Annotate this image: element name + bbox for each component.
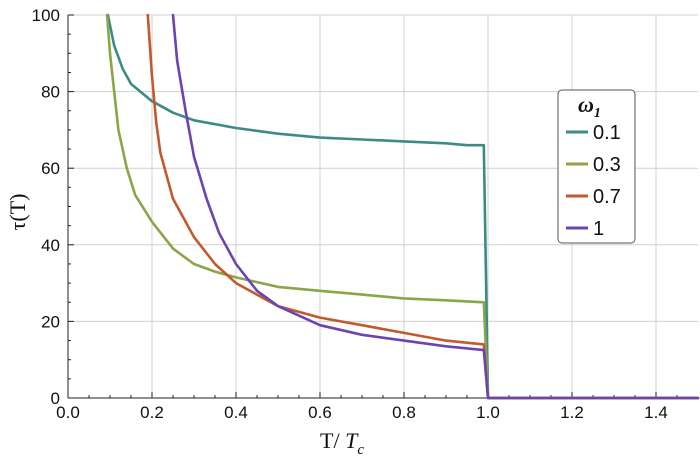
y-tick-label: 40 <box>41 236 60 255</box>
y-tick-label: 80 <box>41 83 60 102</box>
legend-title-symbol: ω <box>578 92 594 117</box>
x-tick-label: 0.6 <box>308 403 332 422</box>
legend: ω1 0.10.30.71 <box>557 89 636 244</box>
legend-label-0.7: 0.7 <box>593 186 621 208</box>
ticks: 0.0 0.2 0.4 0.6 0.8 1.0 1.2 1.4 0 20 40 60 80 100 <box>32 6 678 422</box>
legend-entries: 0.1 0.3 0.7 1 <box>566 122 621 240</box>
x-axis-title: T/ Tc <box>320 428 364 458</box>
x-axis-title-main: T/ <box>320 428 345 453</box>
legend-label-1: 1 <box>593 218 604 240</box>
series-line-1 <box>171 13 700 400</box>
legend-box <box>557 89 636 244</box>
x-tick-label: 0.2 <box>140 403 164 422</box>
y-axis-title: τ(T) <box>5 194 30 231</box>
y-tick-label: 60 <box>41 159 60 178</box>
series-line-0.3 <box>105 13 700 400</box>
legend-title-subscript: 1 <box>594 106 601 121</box>
x-tick-label: 1.4 <box>644 403 668 422</box>
legend-label-0.1: 0.1 <box>593 122 621 144</box>
x-tick-label: 1.2 <box>560 403 584 422</box>
x-axis-title-sub: c <box>357 442 364 458</box>
x-axis-title-italic: T <box>345 428 359 453</box>
y-tick-label: 20 <box>41 312 60 331</box>
x-tick-label: 0.8 <box>392 403 416 422</box>
series-line-0.7 <box>146 13 700 400</box>
x-tick-label: 0.4 <box>224 403 248 422</box>
series <box>105 13 700 400</box>
legend-label-0.3: 0.3 <box>593 154 621 176</box>
y-tick-label: 100 <box>32 6 60 25</box>
y-tick-label: 0 <box>51 389 60 408</box>
x-tick-label: 1.0 <box>476 403 500 422</box>
series-line-0.1 <box>106 13 700 400</box>
legend-title: ω1 <box>578 92 601 121</box>
x-tick-label: 0.0 <box>56 403 80 422</box>
